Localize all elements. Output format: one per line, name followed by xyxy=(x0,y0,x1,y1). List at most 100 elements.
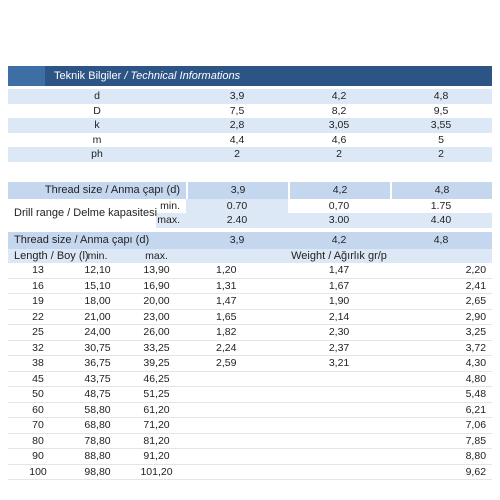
length-label: Length / Boy (l) xyxy=(8,248,89,263)
tech-cell: 4,2 xyxy=(288,89,390,104)
length-min-cell: 48,75 xyxy=(68,387,127,403)
weight-subheader-row: Length / Boy (l) min. max. Weight / Ağır… xyxy=(8,248,493,263)
weight-cell: 1,47 xyxy=(288,263,391,279)
tech-row-label: ph xyxy=(8,147,186,162)
weight-cell xyxy=(288,433,391,449)
length-max-cell: 61,20 xyxy=(127,402,187,418)
drill-max-value: 3.00 xyxy=(288,213,390,228)
length-cell: 13 xyxy=(8,263,68,279)
tech-cell: 4,4 xyxy=(186,132,288,147)
weight-row: 70 68,80 71,20 7,06 xyxy=(8,418,493,434)
weight-table: Thread size / Anma çapı (d) 3,9 4,2 4,8 … xyxy=(8,231,493,480)
weight-cell: 2,37 xyxy=(288,340,391,356)
weight-cell: 8,80 xyxy=(390,449,493,465)
tech-cell: 9,5 xyxy=(390,103,492,118)
length-min-cell: 36,75 xyxy=(68,356,127,372)
drill-table: Thread size / Anma çapı (d) 3,9 4,2 4,8 … xyxy=(8,181,492,228)
weight-row: 16 15,10 16,90 1,31 1,67 2,41 xyxy=(8,278,493,294)
weight-cell: 2,20 xyxy=(390,263,493,279)
length-max-cell: 16,90 xyxy=(127,278,187,294)
drill-size: 3,9 xyxy=(186,181,288,199)
length-max-cell: 51,25 xyxy=(127,387,187,403)
length-max-cell: 91,20 xyxy=(127,449,187,465)
drill-max-label: max. xyxy=(156,213,186,228)
length-max-cell: 81,20 xyxy=(127,433,187,449)
tech-cell: 4,6 xyxy=(288,132,390,147)
drill-header-row: Thread size / Anma çapı (d) 3,9 4,2 4,8 xyxy=(8,181,492,199)
weight-cell xyxy=(288,418,391,434)
drill-range-label: Drill range / Delme kapasitesi xyxy=(8,198,157,228)
tech-cell: 4,8 xyxy=(390,89,492,104)
weight-label: Weight / Ağırlık gr/p xyxy=(186,248,493,263)
length-cell: 80 xyxy=(8,433,68,449)
weight-cell xyxy=(288,387,391,403)
tech-row-label: k xyxy=(8,118,186,133)
drill-min-value: 0.70 xyxy=(186,198,288,213)
tech-cell: 3,9 xyxy=(186,89,288,104)
length-min-cell: 78,80 xyxy=(68,433,127,449)
length-cell: 90 xyxy=(8,449,68,465)
weight-cell xyxy=(186,449,289,465)
tech-row: d 3,9 4,2 4,8 xyxy=(8,89,492,104)
weight-cell: 6,21 xyxy=(390,402,493,418)
tech-cell: 3,05 xyxy=(288,118,390,133)
length-cell: 16 xyxy=(8,278,68,294)
length-min-label: min. xyxy=(68,248,127,263)
length-max-label: max. xyxy=(127,248,187,263)
weight-cell: 2,59 xyxy=(186,356,289,372)
drill-thread-label: Thread size / Anma çapı (d) xyxy=(8,181,186,199)
banner-title: Teknik Bilgiler / Technical Informations xyxy=(45,66,492,86)
weight-row: 45 43,75 46,25 4,80 xyxy=(8,371,493,387)
weight-cell: 1,47 xyxy=(186,294,289,310)
length-cell: 50 xyxy=(8,387,68,403)
length-cell: 70 xyxy=(8,418,68,434)
tech-row-label: m xyxy=(8,132,186,147)
weight-cell: 2,14 xyxy=(288,309,391,325)
tech-cell: 8,2 xyxy=(288,103,390,118)
weight-cell: 7,85 xyxy=(390,433,493,449)
tech-row-label: D xyxy=(8,103,186,118)
weight-row: 13 12,10 13,90 1,20 1,47 2,20 xyxy=(8,263,493,279)
weight-cell: 9,62 xyxy=(390,464,493,480)
length-min-cell: 24,00 xyxy=(68,325,127,341)
length-max-cell: 71,20 xyxy=(127,418,187,434)
weight-cell xyxy=(288,371,391,387)
length-min-cell: 21,00 xyxy=(68,309,127,325)
weight-cell xyxy=(288,449,391,465)
length-max-cell: 33,25 xyxy=(127,340,187,356)
drill-min-label: min. xyxy=(156,198,186,213)
tech-row: D 7,5 8,2 9,5 xyxy=(8,103,492,118)
weight-row: 22 21,00 23,00 1,65 2,14 2,90 xyxy=(8,309,493,325)
drill-size: 4,8 xyxy=(390,181,492,199)
length-max-cell: 26,00 xyxy=(127,325,187,341)
length-cell: 22 xyxy=(8,309,68,325)
length-cell: 45 xyxy=(8,371,68,387)
tech-cell: 2 xyxy=(288,147,390,162)
banner-accent xyxy=(8,66,45,86)
length-min-cell: 43,75 xyxy=(68,371,127,387)
drill-size: 4,2 xyxy=(288,181,390,199)
weight-cell: 7,06 xyxy=(390,418,493,434)
drill-min-value: 0,70 xyxy=(288,198,390,213)
length-max-cell: 101,20 xyxy=(127,464,187,480)
weight-cell: 1,90 xyxy=(288,294,391,310)
tech-cell: 2 xyxy=(390,147,492,162)
weight-cell: 3,21 xyxy=(288,356,391,372)
length-max-cell: 46,25 xyxy=(127,371,187,387)
weight-cell xyxy=(186,371,289,387)
drill-max-value: 4.40 xyxy=(390,213,492,228)
length-max-cell: 39,25 xyxy=(127,356,187,372)
weight-row: 32 30,75 33,25 2,24 2,37 3,72 xyxy=(8,340,493,356)
tech-cell: 7,5 xyxy=(186,103,288,118)
spacer xyxy=(8,162,492,182)
weight-cell xyxy=(186,433,289,449)
weight-cell: 3,72 xyxy=(390,340,493,356)
weight-row: 25 24,00 26,00 1,82 2,30 3,25 xyxy=(8,325,493,341)
length-cell: 38 xyxy=(8,356,68,372)
length-cell: 100 xyxy=(8,464,68,480)
weight-cell: 2,65 xyxy=(390,294,493,310)
weight-cell xyxy=(288,402,391,418)
weight-cell: 1,20 xyxy=(186,263,289,279)
weight-row: 38 36,75 39,25 2,59 3,21 4,30 xyxy=(8,356,493,372)
weight-cell xyxy=(186,418,289,434)
